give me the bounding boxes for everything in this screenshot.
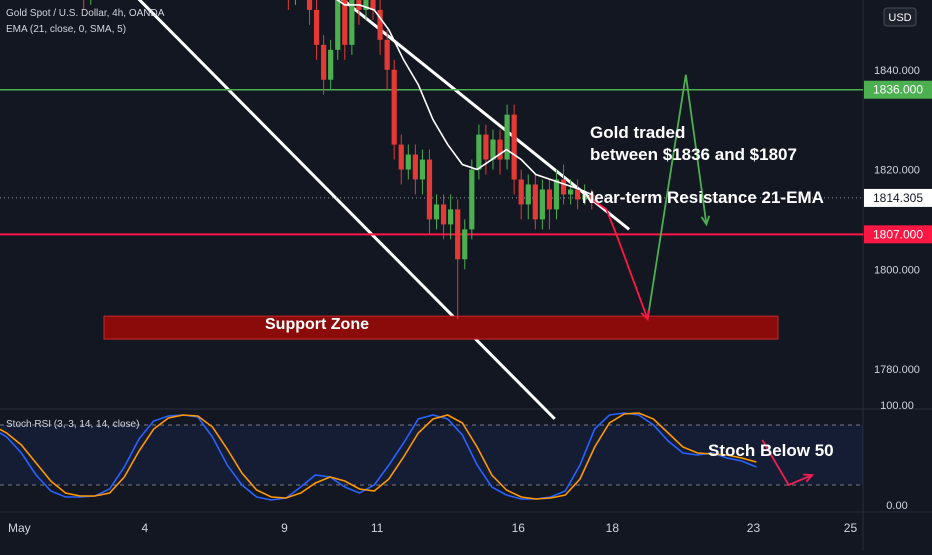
price-tick-label: 1820.000 (874, 165, 920, 177)
time-tick-label: 25 (844, 521, 858, 535)
candle-body (539, 189, 545, 220)
projection-down-arrowhead (640, 310, 650, 322)
stoch-tick-label: 100.00 (880, 400, 914, 412)
candle-body (391, 69, 397, 145)
price-label-resistance-box (864, 80, 932, 99)
candle-body (440, 204, 447, 225)
candle-body (511, 114, 517, 180)
price-label-support: 1807.000 (873, 227, 923, 241)
price-levels (0, 88, 863, 236)
candle-body (349, 0, 355, 45)
channel-upper-line (340, 0, 631, 231)
price-tick-label: 1840.000 (874, 65, 920, 77)
candle-body (469, 169, 475, 230)
candle-body (567, 189, 574, 195)
price-label-support-box (864, 225, 932, 244)
candle-body (370, 0, 376, 10)
stoch-rsi-panel: Stoch RSI (3, 3, 14, 14, close) 0.00 100.0… (0, 400, 914, 512)
projection-arrows (591, 74, 815, 487)
price-label-last-box (864, 188, 932, 207)
support-zone-rect (103, 315, 779, 340)
candle-body (335, 0, 341, 50)
candle-body (433, 204, 440, 220)
candle-body (575, 189, 581, 200)
candle-body (412, 154, 418, 180)
candle-body (589, 194, 595, 200)
candle-body (342, 0, 348, 45)
time-tick-label: 23 (747, 521, 761, 535)
candle-body (582, 194, 588, 200)
time-tick-label: 16 (512, 521, 526, 535)
annotation-gold-traded-2: between $1836 and $1807 (590, 145, 797, 164)
annotation-resistance: Near-term Resistance 21-EMA (582, 188, 824, 207)
candles (83, 0, 595, 320)
candle-body (532, 184, 538, 220)
candle-body (398, 144, 404, 170)
time-tick-label: 9 (281, 521, 288, 535)
axes: 1780.0001800.0001820.0001840.0001860.000… (8, 65, 932, 535)
candle-body (306, 0, 313, 10)
channel-lower-line (137, 0, 556, 420)
projection-down-line (591, 198, 649, 320)
time-tick-label: 18 (606, 521, 620, 535)
candle-body (313, 9, 320, 45)
projection-up-line (646, 74, 708, 320)
candle-body (448, 209, 454, 225)
candle-body (321, 44, 327, 80)
candle-body (328, 49, 334, 80)
candle-body (405, 154, 411, 170)
support-zone: Support Zone (103, 315, 779, 340)
stoch-projection-line (761, 439, 813, 487)
ema-21-line (336, 0, 593, 196)
price-channel (137, 0, 631, 420)
stoch-projection-arrowhead (803, 473, 815, 483)
support-zone-label: Support Zone (265, 316, 369, 333)
time-tick-label: 4 (142, 521, 149, 535)
price-tick-label: 1780.000 (874, 364, 920, 376)
stoch-d-line (0, 412, 757, 500)
candle-body (525, 184, 531, 205)
candle-body (462, 229, 468, 260)
price-tick-label: 1800.000 (874, 264, 920, 276)
candle-body (455, 209, 461, 260)
candle-body (497, 139, 503, 160)
time-tick-label: May (8, 521, 31, 535)
candle-body (476, 134, 482, 170)
annotation-stoch-below: Stoch Below 50 (708, 441, 834, 460)
annotation-gold-traded-1: Gold traded (590, 123, 685, 142)
currency-button-label: USD (888, 12, 911, 24)
ema-line (336, 0, 593, 196)
symbol-title: Gold Spot / U.S. Dollar, 4h, OANDA (6, 8, 165, 19)
candle-body (377, 9, 383, 40)
candle-body (490, 139, 496, 160)
projection-up-arrowhead (700, 215, 711, 227)
candle-body (518, 179, 524, 205)
candle-body (483, 134, 489, 160)
candle-body (504, 114, 510, 160)
price-label-resistance: 1836.000 (873, 83, 923, 97)
candle-body (560, 179, 567, 195)
candle-body (426, 159, 433, 220)
currency-button[interactable]: USD (883, 7, 917, 27)
candle-body (363, 0, 369, 10)
stoch-legend: Stoch RSI (3, 3, 14, 14, close) (6, 419, 139, 430)
candle-body (553, 179, 560, 210)
price-label-last: 1814.305 (873, 191, 923, 205)
candle-body (546, 189, 553, 210)
candle-body (384, 39, 390, 70)
time-tick-label: 11 (371, 521, 384, 535)
ema-legend: EMA (21, close, 0, SMA, 5) (6, 24, 126, 35)
stoch-tick-label: 0.00 (886, 500, 907, 512)
candle-body (419, 159, 426, 180)
